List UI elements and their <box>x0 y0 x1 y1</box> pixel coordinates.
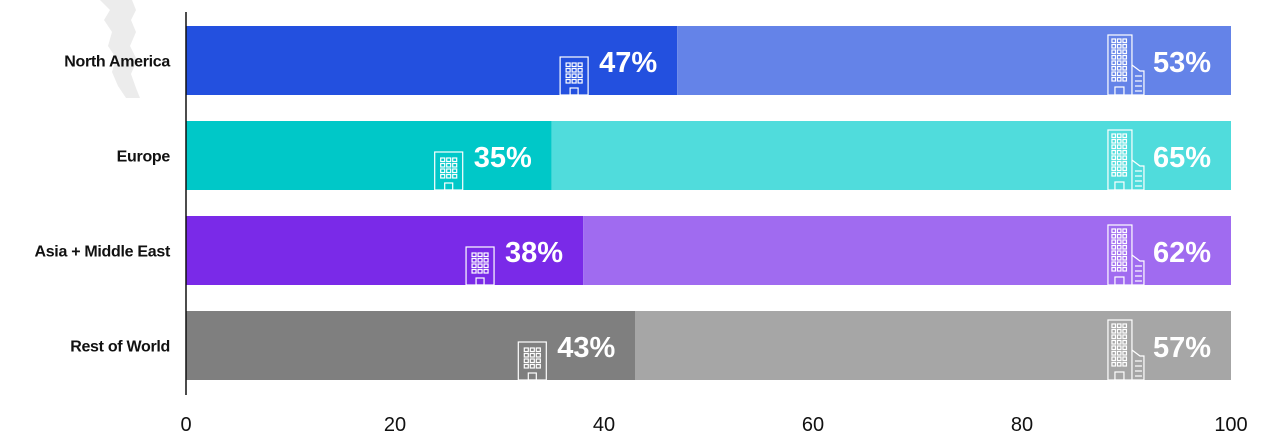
bar-row-north-america: 47% 53% <box>186 26 1231 96</box>
x-tick-label-0: 0 <box>180 414 191 436</box>
bar-north-america-segment-1 <box>186 26 678 95</box>
category-labels: North America Europe Asia + Middle East Res… <box>34 54 171 356</box>
data-label-europe-segment-1: 35% <box>474 142 532 174</box>
small-building-icon <box>465 246 495 286</box>
large-office-building-icon <box>1107 129 1145 191</box>
x-axis-tick-labels: 0 20 40 60 80 100 <box>180 414 1247 436</box>
bar-asia-middle-east-segment-2 <box>583 216 1231 285</box>
category-label-north-america: North America <box>64 54 170 71</box>
data-label-asia-middle-east-segment-2: 62% <box>1153 237 1211 269</box>
large-office-building-icon <box>1107 34 1145 96</box>
bar-north-america-segment-2 <box>677 26 1231 95</box>
bar-rest-of-world-segment-2 <box>635 311 1231 380</box>
data-label-north-america-segment-2: 53% <box>1153 47 1211 79</box>
data-label-asia-middle-east-segment-1: 38% <box>505 237 563 269</box>
bar-europe-segment-1 <box>186 121 552 190</box>
x-tick-label-40: 40 <box>593 414 615 436</box>
category-label-asia-middle-east: Asia + Middle East <box>34 244 171 261</box>
x-tick-label-100: 100 <box>1214 414 1247 436</box>
x-tick-label-80: 80 <box>1011 414 1033 436</box>
bar-europe-segment-2 <box>551 121 1231 190</box>
map-fragment-decoration <box>100 0 140 98</box>
bar-asia-middle-east-segment-1 <box>186 216 584 285</box>
bar-row-rest-of-world: 43% 57% <box>186 311 1231 381</box>
small-building-icon <box>434 151 464 191</box>
small-building-icon <box>559 56 589 96</box>
bar-rest-of-world-segment-1 <box>186 311 636 380</box>
bar-row-asia-middle-east: 38% 62% <box>186 216 1231 286</box>
x-tick-label-20: 20 <box>384 414 406 436</box>
bars-layer: 47% 53% 35% 65% 38% 62% 43% 57% <box>186 26 1231 381</box>
bar-row-europe: 35% 65% <box>186 121 1231 191</box>
data-label-rest-of-world-segment-2: 57% <box>1153 332 1211 364</box>
large-office-building-icon <box>1107 224 1145 286</box>
large-office-building-icon <box>1107 319 1145 381</box>
data-label-europe-segment-2: 65% <box>1153 142 1211 174</box>
data-label-rest-of-world-segment-1: 43% <box>557 332 615 364</box>
category-label-europe: Europe <box>117 149 171 166</box>
data-label-north-america-segment-1: 47% <box>599 47 657 79</box>
x-tick-label-60: 60 <box>802 414 824 436</box>
small-building-icon <box>517 341 547 381</box>
category-label-rest-of-world: Rest of World <box>70 339 170 356</box>
